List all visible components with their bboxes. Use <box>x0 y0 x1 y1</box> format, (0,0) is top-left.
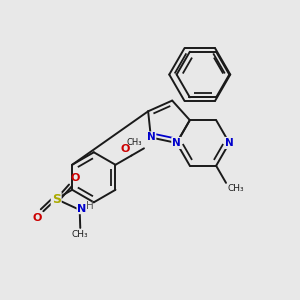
Text: CH₃: CH₃ <box>72 230 88 238</box>
Text: O: O <box>70 173 80 183</box>
Text: O: O <box>121 144 130 154</box>
Text: CH₃: CH₃ <box>127 138 142 147</box>
Text: O: O <box>32 213 42 223</box>
Text: N: N <box>146 133 155 142</box>
Text: N: N <box>77 204 86 214</box>
Text: N: N <box>172 138 181 148</box>
Text: N: N <box>225 138 234 148</box>
Text: H: H <box>86 201 94 211</box>
Text: CH₃: CH₃ <box>228 184 244 194</box>
Text: S: S <box>52 193 61 206</box>
